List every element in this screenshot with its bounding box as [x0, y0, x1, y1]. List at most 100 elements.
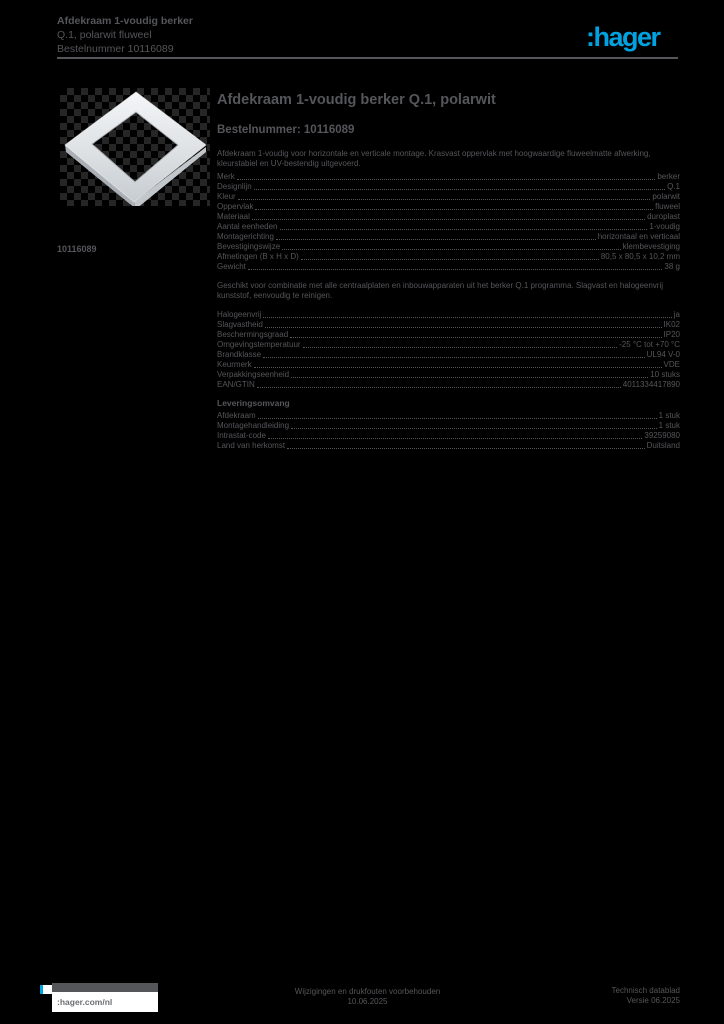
spec-value: 39259080 [644, 431, 680, 440]
footer-disclaimer: Wijzigingen en drukfouten voorbehouden [294, 987, 441, 996]
dot-leader [247, 269, 663, 270]
spec-value: duroplast [647, 212, 680, 221]
footer-website-box: :hager.com/nl [52, 992, 158, 1012]
spec-row: Materiaal duroplast [217, 212, 680, 222]
spec-label: Oppervlak [217, 202, 254, 211]
spec-row: Gewicht 38 g [217, 262, 680, 272]
spec-label: Kleur [217, 192, 236, 201]
spec-label: Afmetingen (B x H x D) [217, 252, 299, 261]
spec-value: horizontaal en verticaal [597, 232, 680, 241]
spec-label: Montagehandleiding [217, 421, 290, 430]
spec-row: Bevestigingswijze klembevestiging [217, 242, 680, 252]
spec-value: -25 °C tot +70 °C [619, 340, 680, 349]
spec-value: IK02 [663, 320, 680, 329]
spec-value: 1-voudig [649, 222, 680, 231]
spec-label: Merk [217, 172, 235, 181]
dot-leader [263, 317, 672, 318]
spec-paragraph: Afdekraam 1-voudig voor horizontale en v… [217, 149, 651, 168]
footer-brand-bar [52, 983, 158, 992]
dot-leader [257, 418, 657, 419]
spec-value: Q.1 [667, 182, 680, 191]
spec-row: Designlijn Q.1 [217, 182, 680, 192]
spec-row: Montagerichting horizontaal en verticaal [217, 232, 680, 242]
dot-leader [279, 229, 648, 230]
cover-frame-illustration [64, 91, 207, 206]
dot-leader [263, 357, 645, 358]
spec-section-heading: Leveringsomvang [217, 398, 290, 408]
dot-leader [291, 377, 649, 378]
header-line-1: Afdekraam 1-voudig berker [57, 15, 193, 27]
spec-value: UL94 V-0 [646, 350, 680, 359]
dot-leader [253, 367, 662, 368]
footer-center-block: Wijzigingen en drukfouten voorbehouden 1… [285, 987, 450, 1007]
spec-row: Keurmerk VDE [217, 360, 680, 370]
spec-value: ja [673, 310, 680, 319]
spec-value: VDE [663, 360, 680, 369]
spec-label: Aantal eenheden [217, 222, 278, 231]
spec-paragraph: Geschikt voor combinatie met alle centra… [217, 281, 664, 300]
dot-leader [300, 259, 599, 260]
dot-leader [237, 199, 651, 200]
spec-row: Montagehandleiding 1 stuk [217, 421, 680, 431]
header-divider [57, 57, 678, 59]
footer-right-block: Technisch datablad Versie 06.2025 [480, 986, 681, 1006]
dot-leader [287, 448, 645, 449]
spec-label: Halogeenvrij [217, 310, 262, 319]
dot-leader [290, 337, 662, 338]
spec-value: fluweel [655, 202, 680, 211]
dot-leader [302, 347, 618, 348]
spec-label: Bevestigingswijze [217, 242, 281, 251]
spec-row: Beschermingsgraad IP20 [217, 330, 680, 340]
spec-value: 4011334417890 [622, 380, 680, 389]
dot-leader [264, 327, 662, 328]
spec-label: Intrastat-code [217, 431, 266, 440]
spec-row: Aantal eenheden 1-voudig [217, 222, 680, 232]
spec-value: 38 g [664, 262, 680, 271]
spec-value: IP20 [663, 330, 680, 339]
spec-value: 80,5 x 80,5 x 10,2 mm [600, 252, 680, 261]
page-title: Afdekraam 1-voudig berker Q.1, polarwit [217, 92, 496, 108]
spec-label: Land van herkomst [217, 441, 286, 450]
spec-value: 1 stuk [658, 421, 680, 430]
footer-doc-type: Technisch datablad [611, 986, 681, 995]
spec-label: Gewicht [217, 262, 246, 271]
spec-value: 1 stuk [658, 411, 680, 420]
hager-footer-mark-icon [40, 985, 52, 994]
spec-row: Afmetingen (B x H x D) 80,5 x 80,5 x 10,2… [217, 252, 680, 262]
footer-doc-version: Versie 06.2025 [626, 996, 680, 1005]
website-link[interactable]: :hager.com/nl [57, 997, 113, 1007]
spec-value: berker [657, 172, 680, 181]
spec-row: EAN/GTIN 4011334417890 [217, 380, 680, 390]
spec-label: Omgevingstemperatuur [217, 340, 301, 349]
dot-leader [256, 387, 621, 388]
spec-row: Merk berker [217, 172, 680, 182]
spec-row: Brandklasse UL94 V-0 [217, 350, 680, 360]
spec-value: 10 stuks [650, 370, 680, 379]
footer-date: 10.06.2025 [347, 997, 388, 1006]
dot-leader [291, 428, 657, 429]
spec-row: Afdekraam 1 stuk [217, 411, 680, 421]
spec-label: Keurmerk [217, 360, 252, 369]
spec-row: Oppervlak fluweel [217, 202, 680, 212]
spec-row: Land van herkomst Duitsland [217, 441, 680, 451]
spec-label: Beschermingsgraad [217, 330, 289, 339]
dot-leader [275, 239, 596, 240]
product-image [60, 88, 210, 206]
spec-row: Slagvastheid IK02 [217, 320, 680, 330]
dot-leader [267, 438, 643, 439]
dot-leader [282, 249, 621, 250]
spec-label: Designlijn [217, 182, 252, 191]
spec-row: Halogeenvrij ja [217, 310, 680, 320]
spec-label: Materiaal [217, 212, 250, 221]
spec-label: Afdekraam [217, 411, 256, 420]
dot-leader [251, 219, 646, 220]
spec-label: EAN/GTIN [217, 380, 255, 389]
spec-row: Omgevingstemperatuur -25 °C tot +70 °C [217, 340, 680, 350]
spec-label: Brandklasse [217, 350, 262, 359]
spec-label: Montagerichting [217, 232, 274, 241]
spec-value: polarwit [652, 192, 680, 201]
dot-leader [236, 179, 656, 180]
spec-value: klembevestiging [622, 242, 680, 251]
spec-row: Intrastat-code 39259080 [217, 431, 680, 441]
